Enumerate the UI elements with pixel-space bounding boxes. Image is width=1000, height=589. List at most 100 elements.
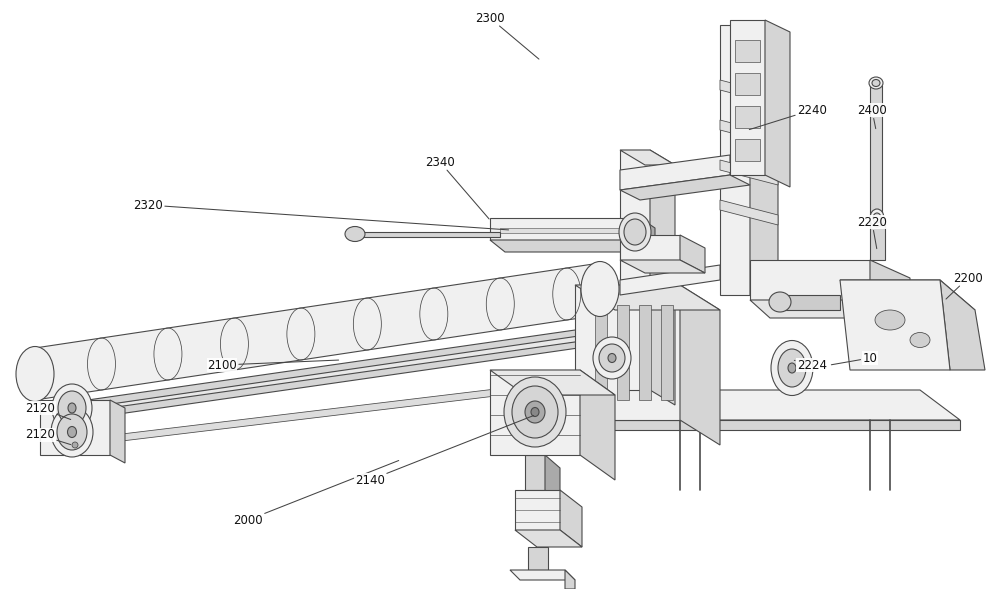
Text: 2340: 2340 [425, 155, 489, 219]
Polygon shape [661, 305, 673, 400]
Ellipse shape [872, 80, 880, 87]
Polygon shape [870, 260, 910, 318]
Polygon shape [555, 390, 960, 420]
Text: 10: 10 [831, 352, 877, 365]
Ellipse shape [619, 213, 651, 251]
Polygon shape [60, 337, 620, 421]
Text: 2400: 2400 [857, 104, 887, 128]
Polygon shape [510, 570, 575, 580]
Polygon shape [490, 218, 640, 240]
Polygon shape [650, 150, 675, 405]
Polygon shape [525, 455, 545, 490]
Ellipse shape [504, 377, 566, 447]
Polygon shape [360, 232, 500, 237]
Ellipse shape [57, 414, 87, 450]
Ellipse shape [870, 209, 884, 227]
Text: 2224: 2224 [794, 359, 827, 372]
Ellipse shape [525, 401, 545, 423]
Polygon shape [490, 370, 580, 455]
Ellipse shape [581, 262, 619, 316]
Polygon shape [720, 80, 778, 105]
Polygon shape [620, 235, 680, 260]
Polygon shape [60, 325, 620, 410]
Text: 2300: 2300 [475, 12, 539, 59]
Polygon shape [750, 260, 870, 300]
Polygon shape [620, 150, 650, 390]
Ellipse shape [72, 442, 78, 448]
Text: 2200: 2200 [946, 272, 983, 299]
Ellipse shape [624, 219, 646, 245]
Polygon shape [560, 490, 582, 547]
Ellipse shape [608, 353, 616, 362]
Text: 2140: 2140 [355, 415, 534, 487]
Polygon shape [735, 106, 760, 128]
Polygon shape [780, 295, 840, 310]
Ellipse shape [58, 391, 86, 425]
Polygon shape [720, 200, 778, 225]
Polygon shape [595, 305, 607, 400]
Polygon shape [735, 139, 760, 161]
Ellipse shape [68, 426, 77, 438]
Polygon shape [545, 455, 560, 503]
Polygon shape [610, 325, 620, 342]
Polygon shape [620, 260, 705, 273]
Polygon shape [620, 155, 730, 190]
Polygon shape [639, 305, 651, 400]
Polygon shape [565, 570, 575, 589]
Polygon shape [35, 263, 600, 400]
Ellipse shape [68, 403, 76, 413]
Ellipse shape [769, 292, 791, 312]
Ellipse shape [788, 363, 796, 373]
Polygon shape [870, 85, 882, 220]
Polygon shape [750, 300, 910, 318]
Polygon shape [515, 530, 582, 547]
Text: 2120: 2120 [25, 402, 71, 419]
Ellipse shape [875, 310, 905, 330]
Polygon shape [720, 160, 778, 185]
Polygon shape [575, 285, 720, 310]
Polygon shape [735, 73, 760, 95]
Polygon shape [528, 547, 548, 570]
Ellipse shape [531, 408, 539, 416]
Polygon shape [580, 370, 615, 480]
Ellipse shape [593, 337, 631, 379]
Polygon shape [490, 240, 655, 252]
Polygon shape [575, 285, 680, 420]
Text: 2240: 2240 [749, 104, 827, 130]
Ellipse shape [778, 349, 806, 387]
Polygon shape [765, 20, 790, 187]
Polygon shape [617, 305, 629, 400]
Polygon shape [680, 285, 720, 445]
Polygon shape [110, 400, 125, 463]
Polygon shape [730, 20, 765, 175]
Polygon shape [680, 235, 705, 273]
Polygon shape [750, 25, 778, 310]
Polygon shape [60, 404, 70, 421]
Polygon shape [720, 120, 778, 145]
Ellipse shape [869, 77, 883, 89]
Ellipse shape [345, 227, 365, 241]
Text: 2120: 2120 [25, 429, 71, 445]
Ellipse shape [52, 384, 92, 432]
Ellipse shape [599, 344, 625, 372]
Polygon shape [600, 420, 960, 430]
Polygon shape [72, 375, 612, 447]
Text: 2100: 2100 [207, 359, 339, 372]
Text: 2000: 2000 [233, 461, 399, 527]
Polygon shape [640, 218, 655, 252]
Polygon shape [70, 330, 610, 418]
Polygon shape [840, 280, 975, 310]
Polygon shape [620, 265, 720, 295]
Polygon shape [515, 490, 560, 530]
Polygon shape [720, 25, 750, 295]
Text: 2320: 2320 [133, 198, 509, 230]
Polygon shape [840, 280, 950, 370]
Ellipse shape [873, 213, 881, 223]
Polygon shape [735, 40, 760, 62]
Ellipse shape [16, 346, 54, 402]
Ellipse shape [512, 386, 558, 438]
Polygon shape [490, 370, 615, 395]
Text: 2220: 2220 [857, 216, 887, 249]
Ellipse shape [51, 407, 93, 457]
Polygon shape [620, 175, 750, 200]
